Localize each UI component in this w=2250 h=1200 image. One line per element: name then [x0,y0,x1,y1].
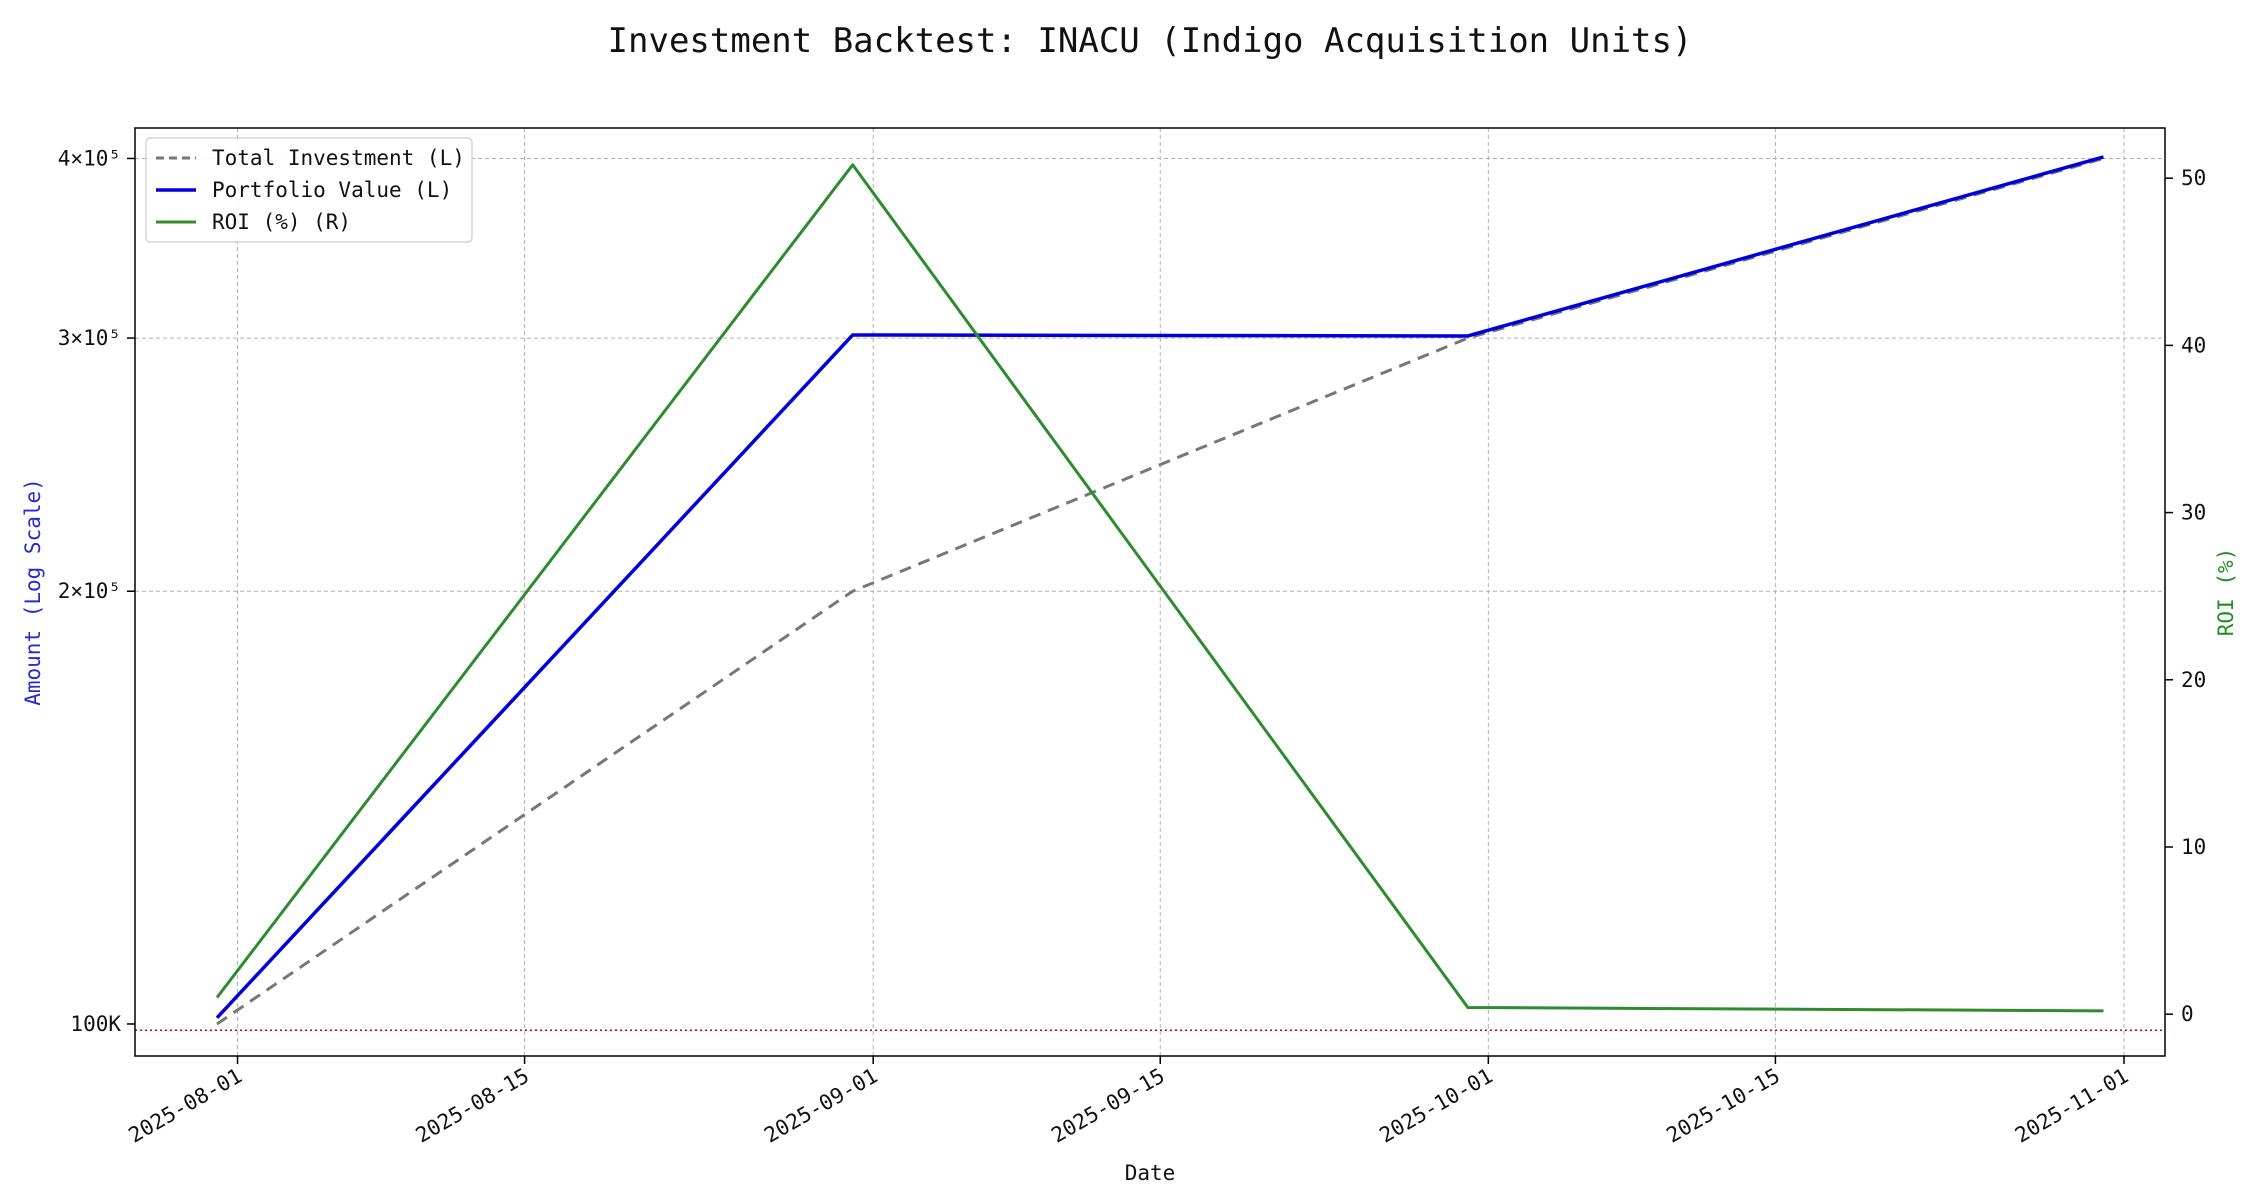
x-tick-label: 2025-09-01 [760,1064,881,1148]
y-left-tick-label: 3×10⁵ [58,326,121,350]
legend-box [145,137,473,243]
y-axis-left-label: Amount (Log Scale) [21,478,45,706]
y-right-tick-label: 10 [2181,835,2206,859]
plot-frame [134,127,2166,1057]
y-right-tick-label: 20 [2181,668,2206,692]
chart-title: Investment Backtest: INACU (Indigo Acqui… [608,21,1693,61]
x-tick-label: 2025-08-01 [125,1064,246,1148]
series-layer [215,155,2104,1026]
y-right-tick-label: 40 [2181,333,2206,357]
y-left-tick-label: 100K [70,1012,121,1036]
legend: Total Investment (L) Portfolio Value (L) R… [145,137,473,243]
x-axis-label: Date [1125,1161,1176,1185]
y-right-tick-label: 0 [2181,1002,2194,1026]
series-line-2 [215,163,2104,1013]
x-tick-label: 2025-10-15 [1662,1064,1783,1148]
y-axis-right: 0 10 20 30 40 50 [2165,166,2206,1026]
y-axis-right-label: ROI (%) [2214,548,2238,637]
x-tick-label: 2025-08-15 [412,1064,533,1148]
y-left-tick-label: 4×10⁵ [58,146,121,170]
series-line-0 [216,157,2104,1026]
x-tick-label: 2025-09-15 [1047,1064,1168,1148]
y-right-tick-label: 30 [2181,501,2206,525]
y-left-tick-label: 2×10⁵ [58,579,121,603]
y-axis-left: 100K 2×10⁵ 3×10⁵ 4×10⁵ [58,146,135,1036]
series-line-1 [215,155,2104,1019]
x-tick-label: 2025-10-01 [1375,1064,1496,1148]
y-right-tick-label: 50 [2181,166,2206,190]
x-axis: 2025-08-01 2025-08-15 2025-09-01 2025-09-15… [125,1056,2132,1148]
legend-label: Total Investment (L) [212,146,465,170]
legend-label: ROI (%) (R) [212,210,351,234]
grid [135,128,2165,1056]
x-tick-label: 2025-11-01 [2011,1064,2132,1148]
legend-label: Portfolio Value (L) [212,178,452,202]
